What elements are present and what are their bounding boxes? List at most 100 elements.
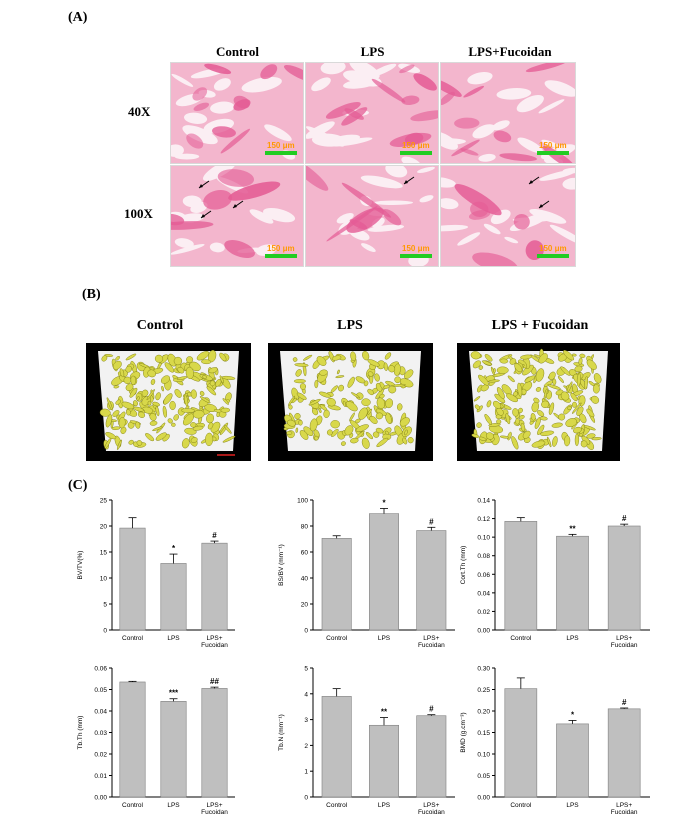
bar-1 [369, 724, 399, 798]
y-axis-label: BV/TV(%) [77, 551, 84, 580]
y-tick-label: 0.30 [477, 666, 490, 673]
histology-image-40x-control: 150 μm [170, 62, 304, 164]
y-axis-label: BMD (g.cm⁻³) [460, 712, 467, 752]
y-tick-label: 10 [100, 576, 108, 583]
y-tick-label: 4 [304, 691, 308, 698]
y-tick-label: 20 [100, 524, 108, 531]
y-tick-label: 0.06 [477, 572, 490, 579]
scale-bar [400, 254, 432, 258]
y-tick-label: 0 [103, 628, 107, 635]
category-label: Fucoidan [611, 642, 638, 649]
bar-0 [504, 521, 538, 631]
y-tick-label: 5 [304, 666, 308, 673]
y-tick-label: 0.05 [477, 773, 490, 780]
scale-bar [265, 254, 297, 258]
bar-1 [556, 723, 589, 798]
panel-a-col-lps: LPS [360, 44, 385, 59]
y-tick-label: 0.02 [477, 609, 490, 616]
significance-marker: # [622, 698, 627, 707]
y-tick-label: 0.08 [477, 553, 490, 560]
significance-marker: * [571, 710, 575, 719]
y-tick-label: 80 [301, 524, 309, 531]
significance-marker: *** [169, 689, 179, 698]
microct-image-control [86, 343, 251, 461]
chart-bv-tv: 0 5 10 15 20 25 BV/TV(%) Control * LPS # LPS+Fucoid… [77, 498, 235, 649]
bar-1 [369, 513, 399, 631]
chart-bs-bv: 0 20 40 60 80 100 BS/BV (mm⁻¹) Control * LPS # LPS+… [278, 498, 455, 649]
y-tick-label: 0.00 [477, 628, 490, 635]
significance-marker: * [382, 498, 386, 507]
significance-marker: # [622, 514, 627, 523]
scale-bar [537, 254, 569, 258]
category-label: Control [510, 635, 532, 642]
scale-bar-label: 150 μm [539, 141, 567, 150]
y-tick-label: 0.14 [477, 498, 490, 505]
category-label: Fucoidan [611, 809, 638, 816]
y-tick-label: 0 [304, 795, 308, 802]
y-tick-label: 2 [304, 743, 308, 750]
scale-bar [537, 151, 569, 155]
y-tick-label: 0.00 [477, 795, 490, 802]
y-tick-label: 0.12 [477, 516, 490, 523]
bar-1 [160, 701, 187, 798]
panel-a-col-lps-fucoidan: LPS+Fucoidan [468, 44, 552, 59]
chart-bmd: 0.00 0.05 0.10 0.15 0.20 0.25 0.30 BMD (g.cm⁻³)… [460, 666, 650, 816]
panel-c-label: (C) [68, 478, 88, 493]
category-label: LPS [378, 635, 391, 642]
histology-image-40x-lps-fucoidan: 150 μm [440, 62, 576, 164]
bar-0 [119, 681, 146, 798]
category-label: LPS [167, 802, 180, 809]
y-tick-label: 0 [304, 628, 308, 635]
category-label: Control [326, 802, 348, 809]
y-tick-label: 0.00 [94, 795, 107, 802]
y-tick-label: 0.04 [477, 590, 490, 597]
y-axis-label: Tb.N (mm⁻¹) [278, 714, 285, 751]
significance-marker: # [429, 705, 434, 714]
panel-b-col-control: Control [136, 318, 184, 333]
category-label: Fucoidan [201, 809, 228, 816]
panel-b-col-lps-fucoidan: LPS + Fucoidan [491, 318, 589, 333]
histology-image-100x-lps: 150 μm [305, 165, 439, 267]
bar-2 [607, 525, 641, 631]
y-tick-label: 0.25 [477, 687, 490, 694]
scale-bar [400, 151, 432, 155]
category-label: LPS [378, 802, 391, 809]
category-label: Control [122, 802, 144, 809]
y-axis-label: Cort.Th (mm) [460, 546, 467, 585]
panel-a-row-100x: 100X [124, 206, 153, 221]
y-tick-label: 0.04 [94, 709, 107, 716]
bar-2 [416, 715, 447, 798]
y-tick-label: 0.03 [94, 730, 107, 737]
y-axis-label: Tb.Th (mm) [77, 716, 84, 750]
category-label: Control [326, 635, 348, 642]
y-tick-label: 0.02 [94, 752, 107, 759]
bar-2 [607, 708, 641, 798]
histology-image-100x-control: 150 μm [170, 165, 304, 267]
scale-bar-label: 150 μm [267, 244, 295, 253]
bar-1 [556, 535, 589, 631]
y-tick-label: 0.10 [477, 752, 490, 759]
bar-1 [160, 563, 187, 631]
significance-marker: ** [381, 708, 388, 717]
y-tick-label: 15 [100, 550, 108, 557]
y-tick-label: 0.10 [477, 535, 490, 542]
bar-2 [201, 542, 228, 631]
category-label: LPS+ [206, 635, 222, 642]
y-tick-label: 0.06 [94, 666, 107, 673]
chart-tb-n: 0 1 2 3 4 5 Tb.N (mm⁻¹) Control ** LPS # LPS+Fucoid… [278, 666, 455, 816]
bar-0 [119, 527, 146, 631]
category-label: LPS+ [423, 802, 439, 809]
category-label: LPS [566, 635, 579, 642]
histology-image-40x-lps: 150 μm [305, 62, 439, 164]
scale-bar-label: 150 μm [267, 141, 295, 150]
significance-marker: # [429, 517, 434, 526]
category-label: LPS [167, 635, 180, 642]
panel-a-col-control: Control [215, 44, 260, 59]
panel-a-row-40x: 40X [128, 104, 151, 119]
y-tick-label: 60 [301, 550, 309, 557]
scale-bar-label: 150 μm [402, 244, 430, 253]
y-tick-label: 0.05 [94, 687, 107, 694]
scale-bar-label: 150 μm [539, 244, 567, 253]
chart-tb-th: 0.00 0.01 0.02 0.03 0.04 0.05 0.06 Tb.Th (mm) Co… [77, 666, 235, 816]
y-tick-label: 5 [103, 602, 107, 609]
